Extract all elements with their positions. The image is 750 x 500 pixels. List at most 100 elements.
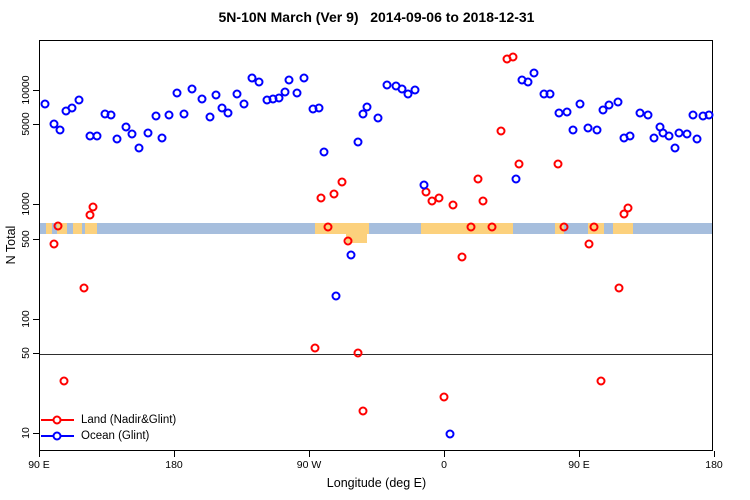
data-point-land [434, 193, 444, 203]
ocean-series-sample-icon [41, 428, 74, 444]
data-point-ocean [274, 93, 283, 103]
data-point-ocean [575, 99, 585, 109]
data-point-ocean [568, 125, 577, 135]
data-point-ocean [403, 89, 412, 99]
y-tick [33, 353, 39, 354]
data-point-ocean [382, 80, 391, 90]
data-point-land [353, 348, 363, 358]
data-point-ocean [74, 95, 84, 105]
land-sample-circle-icon [52, 415, 62, 425]
data-point-land [53, 221, 63, 231]
data-point-ocean [280, 87, 289, 97]
reference-line-50 [40, 354, 712, 355]
data-point-ocean [92, 131, 102, 141]
data-point-ocean [523, 77, 532, 87]
data-point-ocean [346, 250, 355, 260]
data-point-ocean [649, 133, 658, 143]
x-tick-label: 180 [705, 459, 723, 471]
data-point-ocean [670, 143, 679, 153]
data-point-land [473, 174, 483, 184]
data-point-ocean [692, 134, 702, 144]
x-tick [714, 451, 715, 457]
x-axis-title: Longitude (deg E) [326, 476, 427, 490]
data-point-ocean [319, 147, 328, 157]
data-point-land [584, 239, 594, 249]
land-patch [56, 223, 67, 235]
data-point-ocean [67, 103, 76, 113]
data-point-land [487, 222, 496, 232]
data-point-ocean [40, 99, 49, 109]
data-point-land [323, 222, 333, 232]
y-tick [33, 124, 39, 126]
data-point-ocean [419, 180, 429, 190]
land-patch [613, 223, 633, 235]
data-point-ocean [358, 109, 367, 119]
data-point-ocean [164, 110, 174, 120]
data-point-land [343, 236, 352, 246]
data-point-ocean [121, 122, 130, 132]
y-tick-label: 100 [20, 309, 32, 328]
data-point-ocean [127, 129, 136, 139]
data-point-ocean [284, 75, 294, 85]
data-point-ocean [292, 88, 301, 98]
x-tick [309, 451, 310, 457]
data-point-land [329, 189, 339, 199]
y-tick-label: 500 [20, 229, 32, 248]
data-point-land [589, 222, 598, 232]
data-point-ocean [179, 109, 189, 119]
data-point-land [49, 239, 58, 249]
data-point-ocean [134, 143, 144, 153]
x-tick-label: 0 [441, 459, 447, 471]
data-point-ocean [239, 99, 249, 109]
y-tick-label: 50 [20, 347, 32, 359]
ocean-sample-circle-icon [52, 431, 62, 441]
data-point-ocean [562, 107, 571, 117]
data-point-ocean [688, 110, 697, 120]
data-point-ocean [331, 291, 340, 301]
x-tick-label: 90 W [296, 459, 322, 471]
data-point-ocean [410, 85, 420, 95]
data-point-ocean [613, 97, 622, 107]
x-tick-label: 90 E [568, 459, 590, 471]
data-point-ocean [232, 89, 241, 99]
data-point-land [439, 392, 448, 402]
data-point-land [496, 126, 505, 136]
data-point-ocean [397, 84, 406, 94]
data-point-land [337, 177, 346, 187]
data-point-ocean [143, 128, 153, 138]
x-tick [579, 451, 580, 457]
data-point-ocean [511, 174, 520, 184]
data-point-ocean [598, 105, 607, 115]
legend-label-ocean: Ocean (Glint) [81, 430, 150, 442]
data-point-land [316, 193, 325, 203]
data-point-ocean [205, 112, 214, 122]
y-tick [33, 432, 39, 434]
data-point-ocean [157, 133, 166, 143]
data-point-land [478, 196, 487, 206]
land-patch [46, 223, 52, 235]
data-point-land [59, 376, 69, 386]
data-point-ocean [314, 103, 324, 113]
legend-label-land: Land (Nadir&Glint) [81, 414, 177, 426]
y-tick [33, 318, 39, 320]
data-point-land [457, 252, 466, 262]
data-point-ocean [373, 113, 382, 123]
data-point-land [466, 222, 475, 232]
data-point-ocean [106, 110, 115, 120]
data-point-ocean [211, 90, 220, 100]
data-point-ocean [49, 119, 58, 129]
data-point-ocean [529, 68, 538, 78]
legend: Land (Nadir&Glint) Ocean (Glint) [41, 412, 176, 444]
data-point-ocean [197, 94, 207, 104]
x-tick [444, 451, 445, 457]
x-tick [174, 451, 175, 457]
data-point-land [514, 159, 523, 169]
y-tick-label: 5000 [20, 112, 32, 137]
ocean-land-band [40, 223, 712, 235]
data-point-ocean [151, 111, 160, 121]
x-tick-label: 180 [165, 459, 183, 471]
data-point-land [623, 203, 633, 213]
data-point-ocean [353, 137, 363, 147]
y-tick [33, 90, 39, 91]
